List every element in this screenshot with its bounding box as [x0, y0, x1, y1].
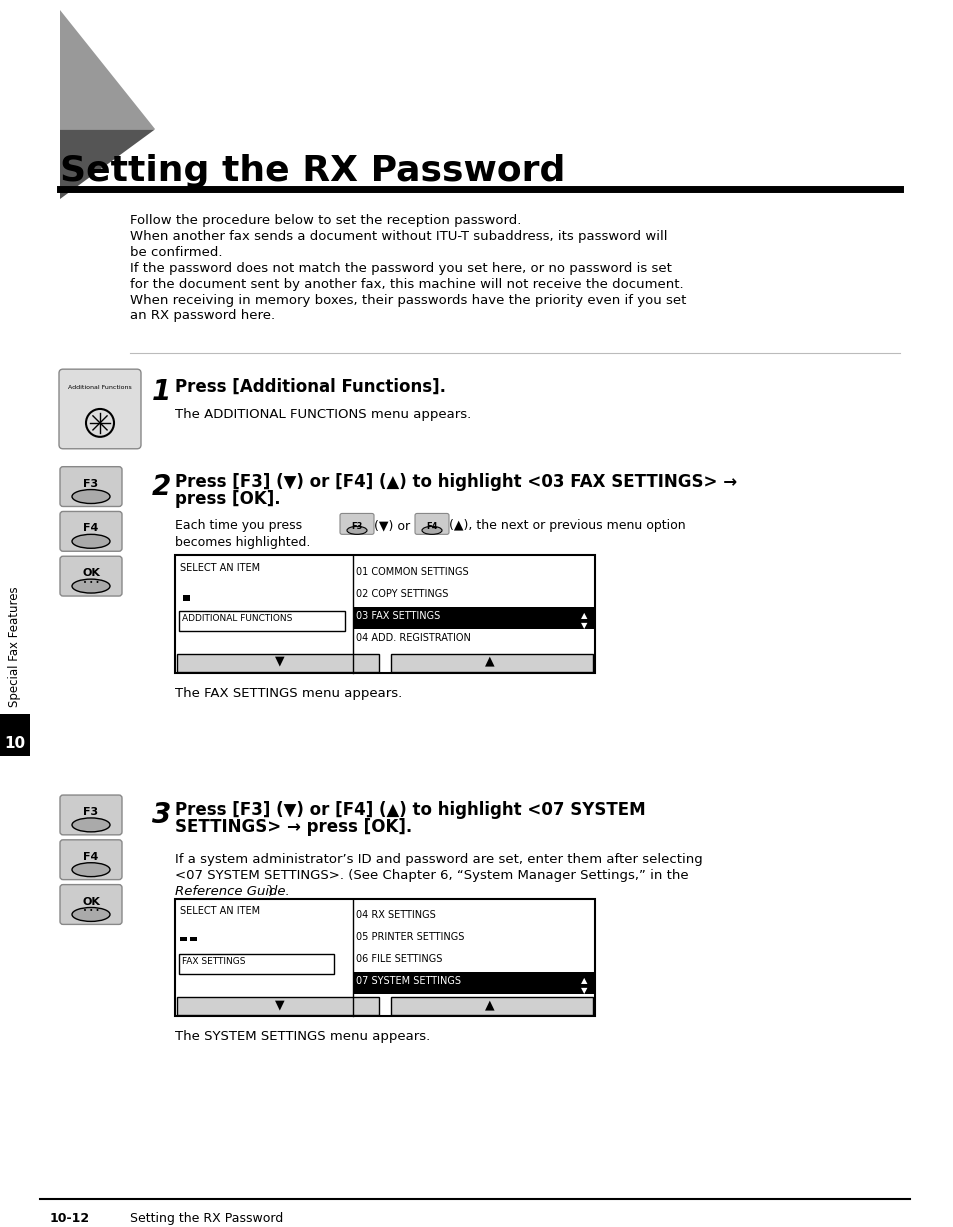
Text: F4: F4 [83, 524, 98, 534]
Text: 2: 2 [152, 472, 172, 501]
Bar [180, 937, 187, 941]
Text: Reference Guide.: Reference Guide. [174, 885, 290, 898]
Text: Setting the RX Password: Setting the RX Password [130, 1212, 283, 1225]
Text: 07 SYSTEM SETTINGS: 07 SYSTEM SETTINGS [355, 977, 460, 987]
FancyBboxPatch shape [59, 369, 141, 449]
Text: When another fax sends a document without ITU-T subaddress, its password will: When another fax sends a document withou… [130, 229, 667, 243]
Text: ▲: ▲ [485, 655, 495, 667]
FancyBboxPatch shape [391, 654, 593, 671]
Text: SELECT AN ITEM: SELECT AN ITEM [180, 563, 260, 573]
Text: 10-12: 10-12 [50, 1212, 90, 1225]
Text: 10: 10 [5, 736, 26, 751]
Text: (▼) or: (▼) or [374, 519, 410, 533]
Text: ▼: ▼ [274, 655, 285, 667]
Text: <07 SYSTEM SETTINGS>. (See Chapter 6, “System Manager Settings,” in the: <07 SYSTEM SETTINGS>. (See Chapter 6, “S… [174, 869, 688, 882]
Ellipse shape [421, 526, 441, 534]
Bar [353, 972, 594, 994]
FancyBboxPatch shape [60, 839, 122, 880]
Text: F3: F3 [83, 479, 98, 488]
Text: • • •: • • • [83, 580, 99, 587]
Text: be confirmed.: be confirmed. [130, 245, 222, 259]
FancyBboxPatch shape [60, 795, 122, 834]
Text: ▲: ▲ [485, 998, 495, 1011]
FancyBboxPatch shape [60, 512, 122, 551]
Text: FAX SETTINGS: FAX SETTINGS [182, 957, 245, 966]
Text: When receiving in memory boxes, their passwords have the priority even if you se: When receiving in memory boxes, their pa… [130, 293, 685, 307]
FancyBboxPatch shape [339, 513, 374, 534]
Ellipse shape [71, 908, 110, 921]
Text: 3: 3 [152, 801, 172, 829]
FancyBboxPatch shape [60, 885, 122, 924]
FancyBboxPatch shape [60, 466, 122, 507]
Text: Follow the procedure below to set the reception password.: Follow the procedure below to set the re… [130, 213, 521, 227]
Polygon shape [60, 129, 154, 199]
FancyBboxPatch shape [174, 898, 595, 1016]
FancyBboxPatch shape [177, 998, 378, 1015]
Text: Special Fax Features: Special Fax Features [8, 587, 20, 707]
Text: ): ) [268, 885, 273, 898]
FancyBboxPatch shape [179, 955, 334, 974]
Bar [190, 937, 196, 941]
Bar [183, 595, 190, 601]
Text: SELECT AN ITEM: SELECT AN ITEM [180, 907, 260, 917]
FancyBboxPatch shape [177, 654, 378, 671]
FancyBboxPatch shape [179, 611, 345, 631]
Text: becomes highlighted.: becomes highlighted. [174, 536, 310, 550]
Text: 05 PRINTER SETTINGS: 05 PRINTER SETTINGS [355, 933, 464, 942]
Text: The FAX SETTINGS menu appears.: The FAX SETTINGS menu appears. [174, 687, 402, 699]
Text: F4: F4 [83, 852, 98, 861]
Text: Press [Additional Functions].: Press [Additional Functions]. [174, 378, 446, 396]
Ellipse shape [71, 579, 110, 593]
Text: ▼: ▼ [580, 987, 587, 995]
Text: F3: F3 [351, 523, 362, 531]
Text: SETTINGS> → press [OK].: SETTINGS> → press [OK]. [174, 818, 412, 836]
Text: 1: 1 [152, 378, 172, 406]
Text: F3: F3 [83, 807, 98, 817]
Text: for the document sent by another fax, this machine will not receive the document: for the document sent by another fax, th… [130, 277, 683, 291]
Bar [0, 714, 30, 756]
Text: OK: OK [82, 897, 100, 907]
Text: 01 COMMON SETTINGS: 01 COMMON SETTINGS [355, 567, 468, 577]
Text: ADDITIONAL FUNCTIONS: ADDITIONAL FUNCTIONS [182, 614, 292, 623]
Text: press [OK].: press [OK]. [174, 490, 280, 508]
FancyBboxPatch shape [60, 556, 122, 596]
Text: Press [F3] (▼) or [F4] (▲) to highlight <07 SYSTEM: Press [F3] (▼) or [F4] (▲) to highlight … [174, 801, 645, 818]
Text: Additional Functions: Additional Functions [68, 385, 132, 390]
FancyBboxPatch shape [391, 998, 593, 1015]
Ellipse shape [71, 818, 110, 832]
Text: 06 FILE SETTINGS: 06 FILE SETTINGS [355, 955, 442, 964]
Text: OK: OK [82, 568, 100, 578]
Text: ▲: ▲ [580, 977, 587, 985]
Text: ▼: ▼ [580, 621, 587, 629]
Text: F4: F4 [426, 523, 437, 531]
Text: If the password does not match the password you set here, or no password is set: If the password does not match the passw… [130, 261, 671, 275]
Ellipse shape [71, 490, 110, 503]
FancyBboxPatch shape [174, 556, 595, 672]
Text: Press [F3] (▼) or [F4] (▲) to highlight <03 FAX SETTINGS> →: Press [F3] (▼) or [F4] (▲) to highlight … [174, 472, 737, 491]
Text: 02 COPY SETTINGS: 02 COPY SETTINGS [355, 589, 448, 599]
Bar [353, 607, 594, 629]
FancyBboxPatch shape [415, 513, 449, 534]
Text: The ADDITIONAL FUNCTIONS menu appears.: The ADDITIONAL FUNCTIONS menu appears. [174, 407, 471, 421]
Ellipse shape [347, 526, 367, 534]
Text: ▲: ▲ [580, 611, 587, 620]
Text: • • •: • • • [83, 908, 99, 914]
Text: The SYSTEM SETTINGS menu appears.: The SYSTEM SETTINGS menu appears. [174, 1029, 430, 1043]
Text: Setting the RX Password: Setting the RX Password [60, 155, 565, 188]
Text: 04 ADD. REGISTRATION: 04 ADD. REGISTRATION [355, 633, 471, 643]
Polygon shape [60, 10, 154, 129]
Text: 03 FAX SETTINGS: 03 FAX SETTINGS [355, 611, 439, 621]
Ellipse shape [71, 863, 110, 876]
Text: Each time you press: Each time you press [174, 519, 302, 533]
Text: (▲), the next or previous menu option: (▲), the next or previous menu option [449, 519, 685, 533]
Ellipse shape [71, 534, 110, 548]
Text: an RX password here.: an RX password here. [130, 309, 274, 323]
Text: ▼: ▼ [274, 998, 285, 1011]
Text: If a system administrator’s ID and password are set, enter them after selecting: If a system administrator’s ID and passw… [174, 853, 702, 866]
Text: 04 RX SETTINGS: 04 RX SETTINGS [355, 910, 436, 920]
